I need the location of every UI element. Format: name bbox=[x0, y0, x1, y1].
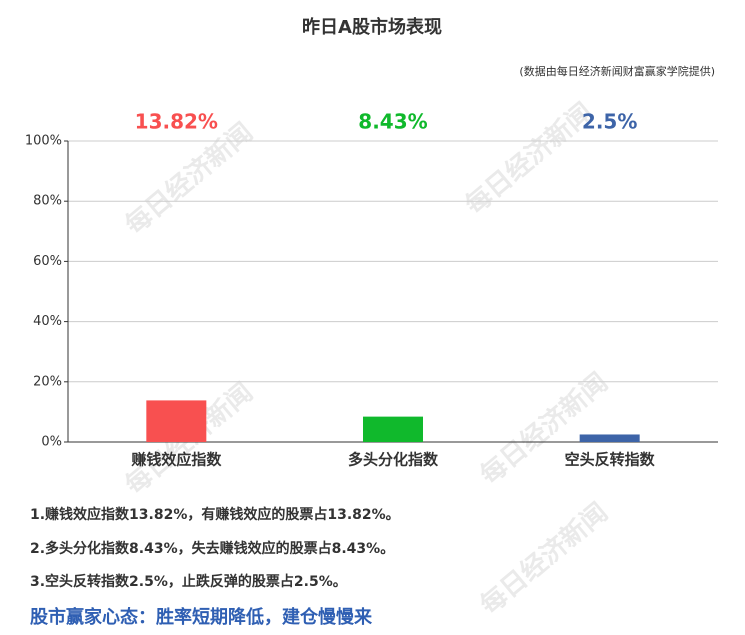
watermark: 每日经济新闻 bbox=[474, 497, 613, 621]
watermark: 每日经济新闻 bbox=[474, 367, 613, 491]
y-tick-label: 40% bbox=[33, 314, 62, 329]
chart-subtitle: (数据由每日经济新闻财富赢家学院提供) bbox=[519, 64, 715, 78]
value-label: 8.43% bbox=[358, 110, 427, 134]
watermark: 每日经济新闻 bbox=[459, 97, 598, 221]
y-tick-label: 0% bbox=[41, 435, 62, 450]
watermark: 每日经济新闻 bbox=[119, 117, 258, 241]
bar bbox=[579, 434, 640, 442]
y-tick-label: 80% bbox=[33, 194, 62, 209]
y-tick-label: 20% bbox=[33, 374, 62, 389]
note: 3.空头反转指数2.5%，止跌反弹的股票占2.5%。 bbox=[30, 573, 347, 590]
x-tick-label: 赚钱效应指数 bbox=[130, 451, 222, 469]
y-tick-label: 60% bbox=[33, 254, 62, 269]
value-label: 2.5% bbox=[582, 110, 637, 134]
x-tick-label: 多头分化指数 bbox=[348, 451, 439, 469]
note: 1.赚钱效应指数13.82%，有赚钱效应的股票占13.82%。 bbox=[30, 506, 400, 523]
bar bbox=[363, 416, 423, 442]
value-label: 13.82% bbox=[135, 110, 218, 134]
x-tick-label: 空头反转指数 bbox=[565, 451, 656, 469]
bar bbox=[146, 400, 207, 442]
y-tick-label: 100% bbox=[25, 134, 62, 149]
chart-title: 昨日A股市场表现 bbox=[302, 16, 442, 38]
note: 2.多头分化指数8.43%，失去赚钱效应的股票占8.43%。 bbox=[30, 540, 394, 557]
conclusion: 股市赢家心态：胜率短期降低，建仓慢慢来 bbox=[29, 606, 373, 628]
